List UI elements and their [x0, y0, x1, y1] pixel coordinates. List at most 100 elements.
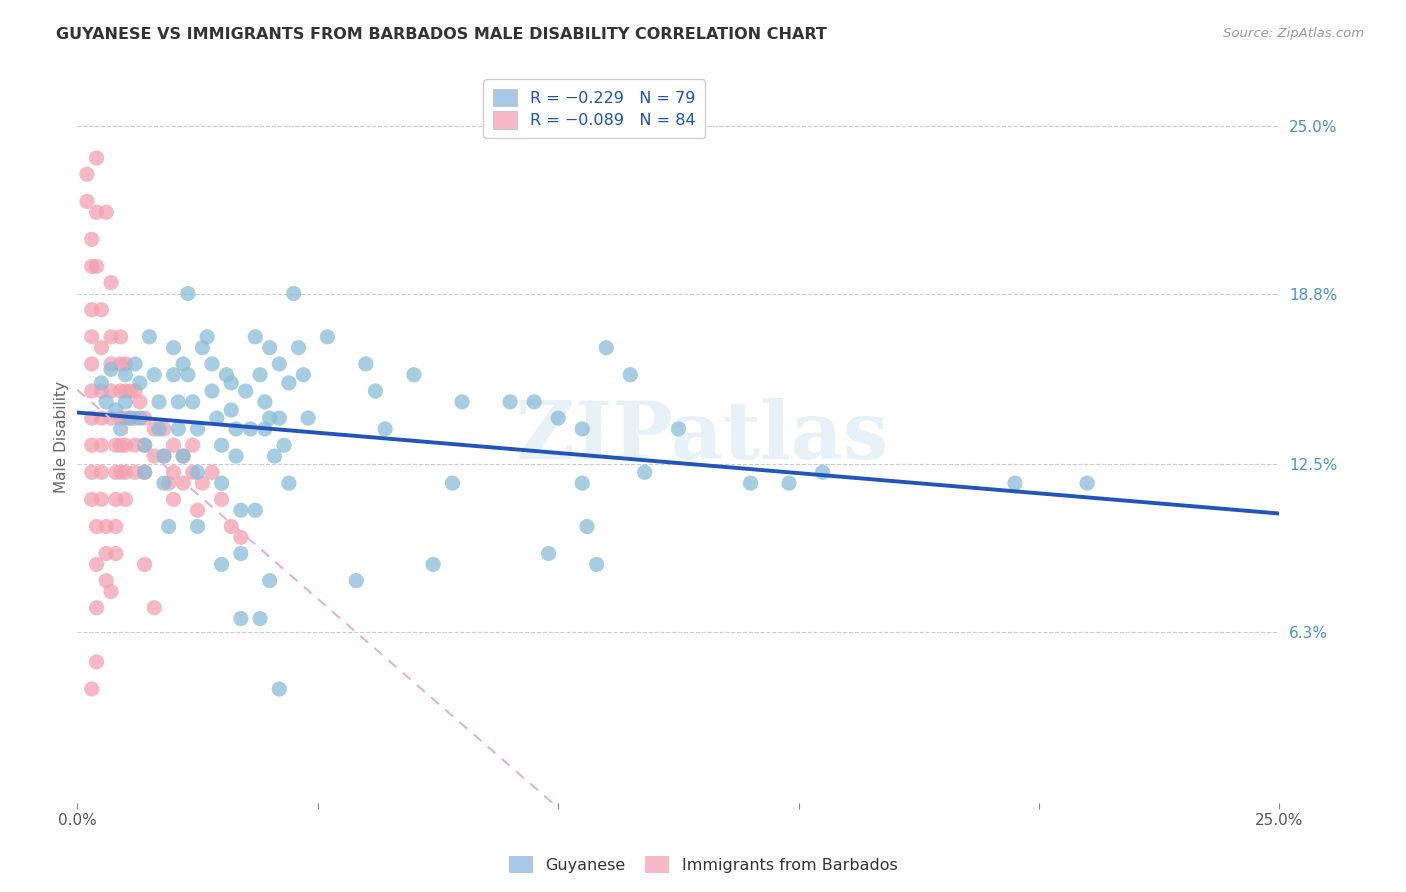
Point: [100, 362, 122, 376]
Point: [76, 167, 98, 181]
Point: [191, 341, 214, 355]
Point: [134, 465, 156, 479]
Text: ZIPatlas: ZIPatlas: [516, 398, 889, 476]
Point: [595, 341, 617, 355]
Point: [263, 449, 285, 463]
Point: [259, 341, 281, 355]
Point: [124, 438, 146, 452]
Point: [374, 422, 396, 436]
Point: [100, 330, 122, 344]
Point: [451, 395, 474, 409]
Point: [143, 600, 166, 615]
Point: [114, 368, 136, 382]
Point: [128, 395, 150, 409]
Point: [273, 438, 295, 452]
Point: [143, 449, 166, 463]
Point: [143, 368, 166, 382]
Point: [86, 600, 108, 615]
Point: [235, 384, 257, 398]
Point: [277, 376, 299, 390]
Point: [100, 584, 122, 599]
Point: [80, 302, 103, 317]
Text: Source: ZipAtlas.com: Source: ZipAtlas.com: [1223, 27, 1364, 40]
Point: [80, 232, 103, 246]
Point: [187, 503, 209, 517]
Text: GUYANESE VS IMMIGRANTS FROM BARBADOS MALE DISABILITY CORRELATION CHART: GUYANESE VS IMMIGRANTS FROM BARBADOS MAL…: [56, 27, 827, 42]
Point: [187, 422, 209, 436]
Point: [157, 476, 180, 491]
Point: [96, 574, 118, 588]
Point: [114, 357, 136, 371]
Point: [187, 519, 209, 533]
Point: [316, 330, 339, 344]
Point: [80, 411, 103, 425]
Point: [229, 547, 252, 561]
Point: [124, 357, 146, 371]
Point: [80, 492, 103, 507]
Point: [143, 422, 166, 436]
Point: [110, 357, 132, 371]
Point: [167, 422, 190, 436]
Point: [181, 395, 204, 409]
Point: [219, 403, 242, 417]
Point: [96, 395, 118, 409]
Y-axis label: Male Disability: Male Disability: [53, 381, 69, 493]
Point: [96, 519, 118, 533]
Point: [195, 330, 218, 344]
Point: [211, 492, 233, 507]
Point: [104, 547, 127, 561]
Point: [90, 341, 112, 355]
Point: [120, 411, 142, 425]
Point: [211, 438, 233, 452]
Point: [80, 260, 103, 274]
Point: [90, 376, 112, 390]
Point: [162, 492, 184, 507]
Point: [128, 411, 150, 425]
Point: [249, 368, 271, 382]
Point: [114, 395, 136, 409]
Point: [668, 422, 690, 436]
Point: [134, 558, 156, 572]
Point: [86, 151, 108, 165]
Point: [172, 357, 194, 371]
Point: [100, 276, 122, 290]
Point: [225, 449, 247, 463]
Point: [90, 411, 112, 425]
Point: [177, 368, 200, 382]
Point: [162, 465, 184, 479]
Point: [187, 465, 209, 479]
Point: [153, 449, 176, 463]
Point: [80, 330, 103, 344]
Point: [86, 655, 108, 669]
Point: [229, 611, 252, 625]
Point: [740, 476, 762, 491]
Point: [249, 611, 271, 625]
Point: [225, 422, 247, 436]
Point: [205, 411, 228, 425]
Point: [100, 357, 122, 371]
Point: [778, 476, 800, 491]
Point: [547, 411, 569, 425]
Point: [80, 357, 103, 371]
Point: [201, 384, 224, 398]
Legend: R = −0.229   N = 79, R = −0.089   N = 84: R = −0.229 N = 79, R = −0.089 N = 84: [484, 79, 704, 138]
Point: [269, 681, 291, 696]
Point: [229, 503, 252, 517]
Point: [229, 530, 252, 544]
Point: [162, 368, 184, 382]
Point: [297, 411, 319, 425]
Point: [201, 357, 224, 371]
Point: [162, 341, 184, 355]
Point: [537, 547, 560, 561]
Point: [148, 422, 170, 436]
Point: [177, 286, 200, 301]
Point: [292, 368, 315, 382]
Point: [104, 403, 127, 417]
Point: [619, 368, 641, 382]
Point: [344, 574, 367, 588]
Point: [120, 384, 142, 398]
Point: [162, 438, 184, 452]
Point: [114, 465, 136, 479]
Point: [114, 384, 136, 398]
Legend: Guyanese, Immigrants from Barbados: Guyanese, Immigrants from Barbados: [502, 849, 904, 880]
